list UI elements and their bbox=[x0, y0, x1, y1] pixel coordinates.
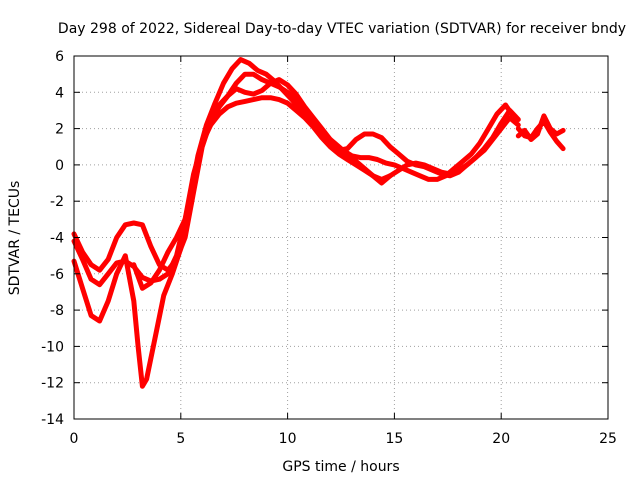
y-tick-label: 0 bbox=[55, 158, 64, 174]
x-tick-label: 20 bbox=[492, 431, 510, 447]
x-axis-label: GPS time / hours bbox=[282, 459, 399, 475]
x-tick-label: 25 bbox=[599, 431, 617, 447]
y-tick-label: -6 bbox=[50, 267, 64, 283]
ticks: 0 5 10 15 20 25 -14 -12 -10 -8 -6 -4 -2 0 2 4 6 bbox=[41, 49, 617, 447]
y-tick-label: -10 bbox=[41, 339, 64, 355]
y-tick-label: -2 bbox=[50, 194, 64, 210]
x-tick-label: 10 bbox=[279, 431, 297, 447]
series-line-track-6 bbox=[515, 113, 566, 142]
chart-title: Day 298 of 2022, Sidereal Day-to-day VTE… bbox=[58, 21, 626, 37]
y-tick-label: 4 bbox=[55, 85, 64, 101]
series-line-track-3 bbox=[71, 95, 521, 288]
grid bbox=[74, 56, 608, 419]
y-tick-label: -8 bbox=[50, 303, 64, 319]
x-tick-label: 15 bbox=[385, 431, 403, 447]
series-layer bbox=[71, 57, 566, 389]
y-tick-label: -14 bbox=[41, 412, 64, 428]
y-tick-label: -4 bbox=[50, 231, 64, 247]
x-tick-label: 5 bbox=[176, 431, 185, 447]
y-tick-label: 2 bbox=[55, 122, 64, 138]
y-tick-label: -12 bbox=[41, 376, 64, 392]
y-axis-label: SDTVAR / TECUs bbox=[7, 181, 23, 296]
x-tick-label: 0 bbox=[70, 431, 79, 447]
series-line-track-4 bbox=[131, 77, 393, 291]
y-tick-label: 6 bbox=[55, 49, 64, 65]
